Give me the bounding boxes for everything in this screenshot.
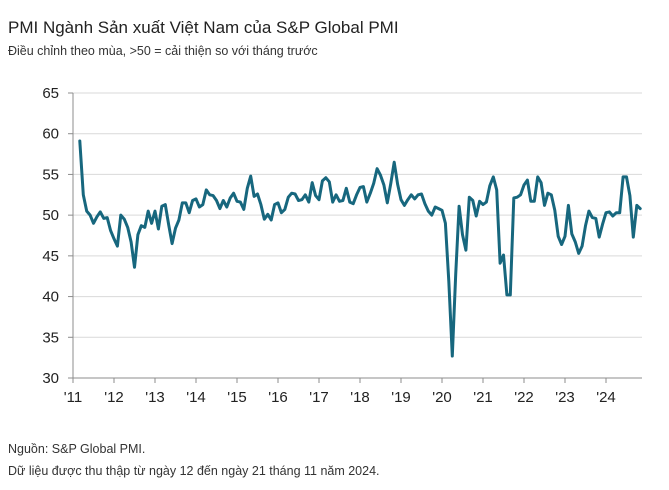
- chart-title: PMI Ngành Sản xuất Việt Nam của S&P Glob…: [8, 18, 399, 37]
- x-tick-label: '11: [64, 389, 82, 406]
- y-tick-label: 50: [42, 207, 59, 224]
- x-tick-label: '18: [350, 389, 370, 406]
- x-tick-label: '20: [432, 389, 452, 406]
- x-tick-label: '16: [268, 389, 288, 406]
- x-tick-label: '17: [309, 389, 329, 406]
- x-tick-label: '22: [514, 389, 534, 406]
- y-tick-label: 55: [42, 166, 59, 183]
- y-tick-label: 40: [42, 289, 59, 306]
- x-tick-label: '12: [104, 389, 124, 406]
- pmi-line-chart: 30 35 40 45 50 55 60 65 '11 '12 '13 '14 '15 '16 '17 '18…: [42, 85, 642, 406]
- source-note: Nguồn: S&P Global PMI.: [8, 442, 146, 456]
- x-tick-label: '19: [391, 389, 411, 406]
- x-tick-label: '13: [145, 389, 165, 406]
- y-tick-label: 45: [42, 248, 59, 265]
- x-tick-label: '23: [555, 389, 575, 406]
- y-tick-label: 65: [42, 85, 59, 102]
- x-tick-label: '15: [227, 389, 247, 406]
- y-tick-label: 35: [42, 329, 59, 346]
- chart-subtitle: Điều chỉnh theo mùa, >50 = cải thiện so …: [8, 44, 318, 58]
- y-tick-label: 60: [42, 126, 59, 143]
- pmi-series-line: [78, 139, 642, 358]
- y-tick-label: 30: [42, 370, 59, 387]
- x-tick-label: '14: [186, 389, 206, 406]
- x-tick-label: '24: [596, 389, 616, 406]
- x-tick-label: '21: [473, 389, 493, 406]
- collection-note: Dữ liệu được thu thập từ ngày 12 đến ngà…: [8, 464, 380, 478]
